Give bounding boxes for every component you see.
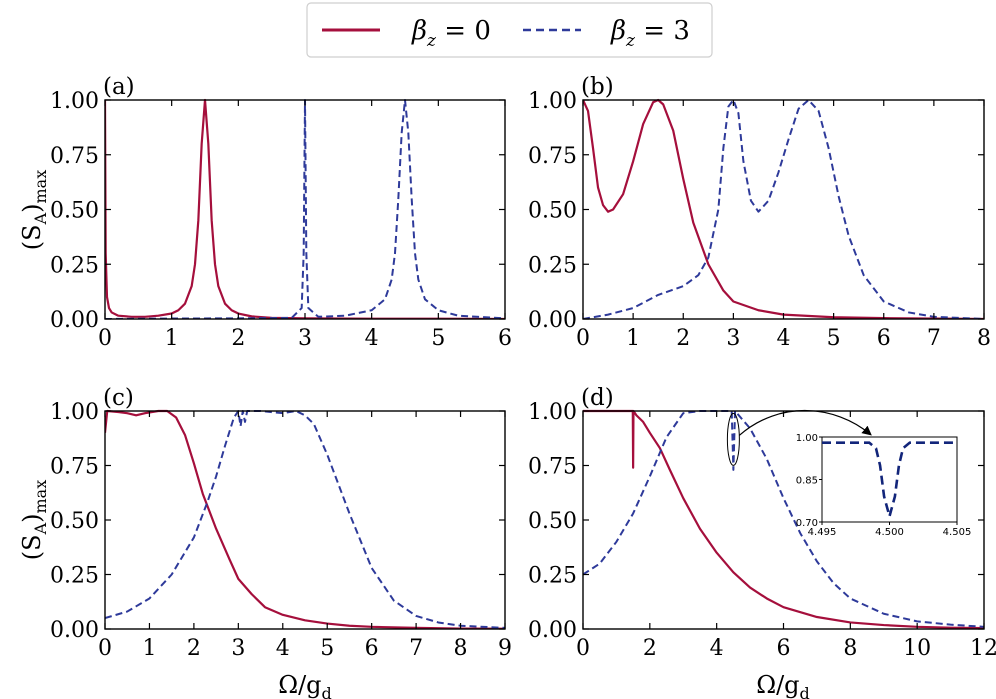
x-tick-label: 6 xyxy=(877,326,891,351)
y-tick-label: 0.25 xyxy=(50,564,99,589)
y-tick-label: 0.25 xyxy=(528,253,577,278)
panel-1: 0 1 2 3 4 5 6 7 8 0.00 0.25 0.50 0.75 1.00(b) xyxy=(528,74,991,351)
y-tick-label: 1.00 xyxy=(528,400,577,425)
callout-arrow xyxy=(738,409,872,436)
plot-frame xyxy=(582,99,985,320)
y-tick-label: 0.25 xyxy=(528,564,577,589)
x-tick-label: 4 xyxy=(710,636,724,661)
x-tick-label: 7 xyxy=(927,326,941,351)
legend-label-beta3: βz = 3 xyxy=(610,16,690,51)
series-line-beta3 xyxy=(583,99,984,319)
inset-y-tick-label: 0.85 xyxy=(796,476,818,487)
y-axis-title-bottom: (SA)max xyxy=(18,480,50,560)
panel-label: (c) xyxy=(103,385,134,411)
x-tick-label: 4 xyxy=(365,326,379,351)
y-tick-label: 0.75 xyxy=(528,455,577,480)
x-tick-label: 7 xyxy=(409,636,423,661)
x-tick-label: 1 xyxy=(165,326,179,351)
x-tick-label: 1 xyxy=(142,636,156,661)
x-tick-label: 3 xyxy=(231,636,245,661)
legend: βz = 0 βz = 3 xyxy=(306,2,713,58)
x-tick-label: 2 xyxy=(187,636,201,661)
y-tick-label: 1.00 xyxy=(50,400,99,425)
x-tick-label: 4 xyxy=(777,326,791,351)
x-tick-label: 5 xyxy=(431,326,445,351)
y-tick-label: 0.75 xyxy=(50,144,99,169)
x-tick-label: 2 xyxy=(676,326,690,351)
plot-frame xyxy=(104,410,506,630)
x-tick-label: 4 xyxy=(276,636,290,661)
x-tick-label: 2 xyxy=(643,636,657,661)
x-tick-label: 0 xyxy=(576,636,590,661)
x-tick-label: 1 xyxy=(626,326,640,351)
x-tick-label: 5 xyxy=(320,636,334,661)
panel-label: (d) xyxy=(581,385,614,411)
y-tick-label: 0.50 xyxy=(50,509,99,534)
y-tick-label: 1.00 xyxy=(528,89,577,114)
series-line-beta0 xyxy=(583,98,984,319)
highlight-ellipse xyxy=(726,412,740,466)
panel-2: 0 1 2 3 4 5 6 7 8 9 0.00 0.25 0.50 0.75 1.00(c) xyxy=(50,385,512,661)
y-tick-label: 0.50 xyxy=(528,509,577,534)
inset: 4.495 4.500 4.505 0.70 0.85 1.00 xyxy=(726,409,972,538)
y-tick-label: 0.00 xyxy=(528,308,577,333)
x-tick-label: 5 xyxy=(827,326,841,351)
legend-label-beta0: βz = 0 xyxy=(411,16,491,51)
x-tick-label: 0 xyxy=(98,326,112,351)
series-line-beta0 xyxy=(105,98,505,319)
y-tick-label: 0.50 xyxy=(528,199,577,224)
inset-x-tick-label: 4.500 xyxy=(875,527,904,538)
y-axis-title-top: (SA)max xyxy=(18,170,50,250)
inset-x-tick-label: 4.495 xyxy=(808,527,837,538)
y-tick-label: 1.00 xyxy=(50,89,99,114)
panel-label: (b) xyxy=(581,74,614,100)
series-line-beta3 xyxy=(105,99,505,319)
x-axis-title-left: Ω/gd xyxy=(278,671,332,699)
legend-frame xyxy=(306,2,713,58)
inset-x-tick-label: 4.505 xyxy=(943,527,972,538)
y-tick-label: 0.00 xyxy=(50,618,99,643)
panel-3: 0 2 4 6 8 10 120.000.250.500.751.00(d)4.495 4.5… xyxy=(528,385,996,661)
inset-series-line-beta3 xyxy=(822,441,957,522)
series-line-beta3 xyxy=(105,410,505,629)
x-tick-label: 6 xyxy=(365,636,379,661)
inset-y-tick-label: 0.70 xyxy=(796,518,818,529)
y-tick-label: 0.25 xyxy=(50,253,99,278)
x-tick-label: 0 xyxy=(576,326,590,351)
y-tick-label: 0.50 xyxy=(50,199,99,224)
x-tick-label: 6 xyxy=(498,326,512,351)
x-tick-label: 10 xyxy=(903,636,931,661)
panel-0: 0 1 2 3 4 5 6 0.00 0.25 0.50 0.75 1.00(a) xyxy=(50,74,512,351)
series-line-beta0 xyxy=(105,409,505,629)
panel-label: (a) xyxy=(103,74,135,100)
x-tick-label: 8 xyxy=(454,636,468,661)
x-tick-label: 2 xyxy=(231,326,245,351)
x-tick-label: 9 xyxy=(498,636,512,661)
x-tick-label: 8 xyxy=(977,326,991,351)
x-tick-label: 0 xyxy=(98,636,112,661)
x-tick-label: 3 xyxy=(298,326,312,351)
x-tick-label: 6 xyxy=(777,636,791,661)
inset-frame xyxy=(821,436,958,523)
y-tick-label: 0.00 xyxy=(50,308,99,333)
x-tick-label: 12 xyxy=(970,636,996,661)
y-tick-label: 0.75 xyxy=(50,455,99,480)
x-tick-label: 8 xyxy=(843,636,857,661)
inset-y-tick-label: 1.00 xyxy=(796,433,818,444)
y-tick-label: 0.75 xyxy=(528,144,577,169)
y-tick-label: 0.00 xyxy=(528,618,577,643)
x-tick-label: 3 xyxy=(726,326,740,351)
x-axis-title-right: Ω/gd xyxy=(756,671,810,699)
series-line-beta0 xyxy=(583,409,984,629)
